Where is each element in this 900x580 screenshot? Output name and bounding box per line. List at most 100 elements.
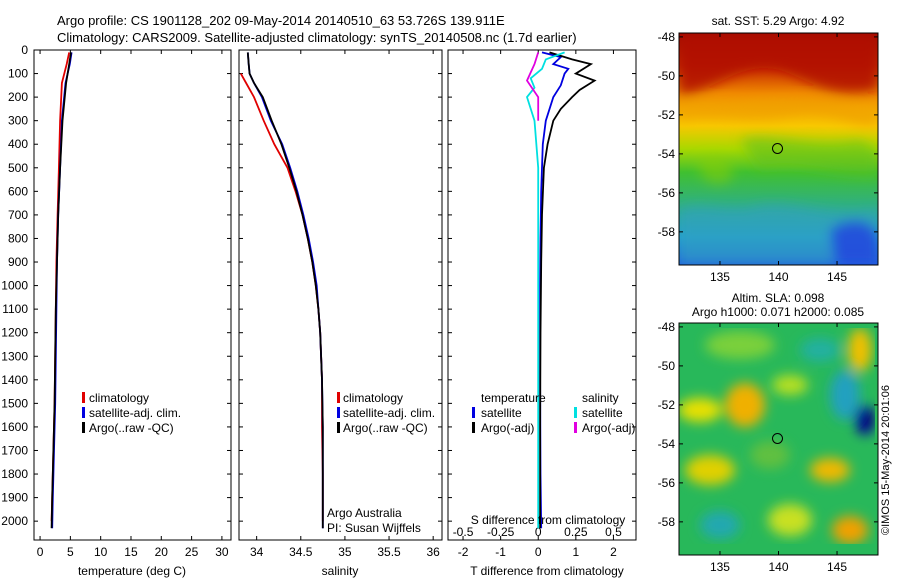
depth-tick-label: 1500	[1, 396, 28, 410]
map-lat-label: -52	[658, 108, 676, 122]
figure-title-line2: Climatology: CARS2009. Satellite-adjuste…	[57, 30, 577, 45]
map-lat-label: -48	[658, 320, 676, 334]
legend-label-climatology: climatology	[89, 391, 149, 405]
x-tick-label: -1	[495, 545, 506, 559]
depth-tick-label: 300	[8, 114, 28, 128]
x-tick-label: 36	[426, 545, 440, 559]
sla-axes: -48 -50 -52 -54 -56 -58 135 140 145	[658, 320, 878, 574]
s-tick-label: 0	[535, 525, 542, 539]
sst-argo-marker	[772, 143, 783, 154]
legend-label-t-satellite: satellite	[481, 406, 522, 420]
map-lon-label: 145	[827, 270, 847, 284]
difference-legend: temperature salinity satellite Argo(-adj…	[472, 391, 635, 435]
depth-tick-label: 1400	[1, 373, 28, 387]
map-lat-label: -48	[658, 30, 676, 44]
x-tick-label: 34.5	[289, 545, 313, 559]
sst-map-title: sat. SST: 5.29 Argo: 4.92	[712, 14, 845, 28]
x-tick-label: 0	[535, 545, 542, 559]
legend-label-satellite: satellite-adj. clim.	[89, 406, 181, 420]
map-lat-label: -52	[658, 398, 676, 412]
depth-tick-label: 700	[8, 208, 28, 222]
difference-xlabel: T difference from climatology	[470, 564, 624, 578]
x-tick-label: 10	[94, 545, 108, 559]
s-tick-label: -0.5	[453, 525, 474, 539]
series-line-climatology	[240, 73, 324, 522]
x-tick-label: 1	[572, 545, 579, 559]
difference-plot: -2 -1 0 1 2 -0.5 -0.25 0 0.25 0.5	[448, 49, 636, 559]
legend-swatch-argo	[82, 422, 85, 433]
map-lat-label: -54	[658, 437, 676, 451]
s-tick-label: 0.5	[605, 525, 622, 539]
series-line-temperature-argo-adj	[539, 51, 597, 529]
series-line-argo-raw-qc	[246, 52, 324, 529]
salinity-plot: 34 34.5 35 35.5 36	[239, 49, 442, 559]
legend-swatch-t-argo	[472, 422, 475, 433]
x-tick-label: 34	[250, 545, 264, 559]
depth-tick-label: 1900	[1, 491, 28, 505]
depth-tick-label: 400	[8, 137, 28, 151]
legend-swatch-satellite	[82, 407, 85, 418]
map-lat-label: -50	[658, 359, 676, 373]
depth-tick-label: 1800	[1, 467, 28, 481]
x-tick-label: 35	[338, 545, 352, 559]
map-lon-label: 140	[768, 560, 788, 574]
x-tick-label: 15	[124, 545, 138, 559]
x-tick-label: 35.5	[377, 545, 401, 559]
legend-header-temperature: temperature	[481, 391, 546, 405]
legend-label-argo: Argo(..raw -QC)	[89, 421, 174, 435]
s-tick-label: 0.25	[564, 525, 588, 539]
map-lat-label: -50	[658, 69, 676, 83]
map-lon-label: 140	[768, 270, 788, 284]
salinity-xlabel: salinity	[322, 564, 359, 578]
legend-swatch-argo	[337, 422, 340, 433]
series-line-satellite-adj-clim	[246, 52, 324, 529]
legend-swatch-t-satellite	[472, 407, 475, 418]
legend-header-salinity: salinity	[582, 391, 619, 405]
map-lat-label: -58	[658, 225, 676, 239]
map-lon-label: 135	[710, 560, 730, 574]
map-lat-label: -54	[658, 147, 676, 161]
s-tick-label: -0.25	[487, 525, 515, 539]
depth-tick-label: 1600	[1, 420, 28, 434]
legend-swatch-s-argo	[574, 422, 577, 433]
credits-line2: PI: Susan Wijffels	[327, 521, 421, 535]
depth-tick-label: 100	[8, 67, 28, 81]
temperature-xlabel: temperature (deg C)	[78, 564, 186, 578]
legend-swatch-climatology	[337, 392, 340, 403]
sst-heatmap	[679, 33, 878, 265]
series-line-argo-raw-qc	[50, 52, 72, 529]
sst-axes: -48 -50 -52 -54 -56 -58 135 140 145	[658, 30, 878, 284]
legend-label-climatology: climatology	[343, 391, 403, 405]
x-tick-label: 25	[185, 545, 199, 559]
sla-heatmap	[679, 323, 878, 555]
map-lon-label: 135	[710, 270, 730, 284]
legend-label-argo: Argo(..raw -QC)	[343, 421, 428, 435]
legend-swatch-s-satellite	[574, 407, 577, 418]
map-lat-label: -58	[658, 515, 676, 529]
series-line-salinity-satellite	[525, 51, 565, 529]
series-line-salinity-argo-adj	[525, 52, 540, 121]
depth-tick-label: 2000	[1, 514, 28, 528]
depth-tick-label: 1100	[2, 302, 28, 316]
depth-tick-label: 900	[8, 255, 28, 269]
salinity-legend: climatology satellite-adj. clim. Argo(..…	[337, 391, 435, 435]
legend-label-s-argo: Argo(-adj)	[582, 421, 635, 435]
x-tick-label: 2	[610, 545, 617, 559]
legend-label-t-argo: Argo(-adj)	[481, 421, 534, 435]
difference-panel	[447, 49, 637, 541]
depth-tick-label: 800	[8, 231, 28, 245]
timestamp-stamp: ©IMOS 15-May-2014 20:01:06	[880, 385, 892, 535]
depth-tick-label: 200	[8, 90, 28, 104]
map-lat-label: -56	[658, 476, 676, 490]
sla-map-title-line2: Argo h1000: 0.071 h2000: 0.085	[692, 305, 864, 319]
temperature-plot: 0 5 10 15 20 25 30	[34, 49, 231, 559]
figure-title-line1: Argo profile: CS 1901128_202 09-May-2014…	[57, 13, 505, 28]
series-line-temperature-satellite	[539, 51, 570, 529]
sla-argo-marker	[772, 433, 783, 444]
depth-tick-label: 600	[8, 184, 28, 198]
map-lon-label: 145	[827, 560, 847, 574]
depth-axis: 0 100 200 300 400 500 600 700 800 900 1000 1100 1200…	[1, 43, 28, 528]
depth-tick-label: 0	[21, 43, 28, 57]
depth-tick-label: 1700	[1, 443, 28, 457]
